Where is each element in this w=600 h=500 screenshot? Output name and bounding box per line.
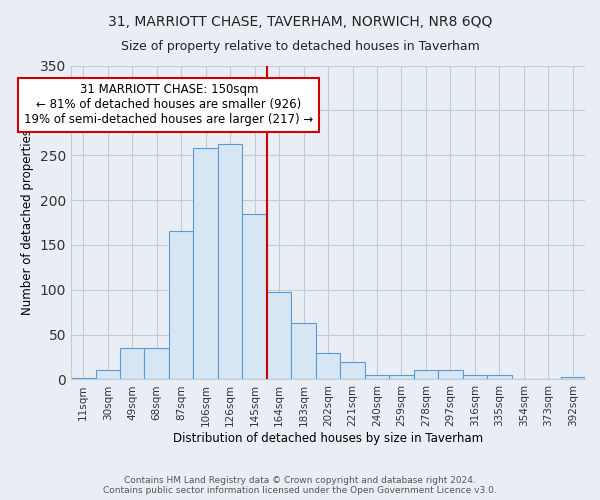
Bar — [267, 292, 292, 380]
Bar — [340, 362, 365, 380]
Bar — [218, 144, 242, 380]
Bar — [487, 375, 512, 380]
Text: Size of property relative to detached houses in Taverham: Size of property relative to detached ho… — [121, 40, 479, 53]
Bar — [365, 375, 389, 380]
Bar — [242, 214, 267, 380]
Bar — [145, 348, 169, 380]
Bar — [560, 377, 585, 380]
Text: Contains HM Land Registry data © Crown copyright and database right 2024.
Contai: Contains HM Land Registry data © Crown c… — [103, 476, 497, 495]
Bar — [120, 348, 145, 380]
Bar — [316, 352, 340, 380]
X-axis label: Distribution of detached houses by size in Taverham: Distribution of detached houses by size … — [173, 432, 483, 445]
Y-axis label: Number of detached properties: Number of detached properties — [21, 130, 34, 316]
Bar — [95, 370, 120, 380]
Text: 31, MARRIOTT CHASE, TAVERHAM, NORWICH, NR8 6QQ: 31, MARRIOTT CHASE, TAVERHAM, NORWICH, N… — [108, 15, 492, 29]
Bar — [413, 370, 438, 380]
Bar — [169, 232, 193, 380]
Bar — [438, 370, 463, 380]
Text: 31 MARRIOTT CHASE: 150sqm
← 81% of detached houses are smaller (926)
19% of semi: 31 MARRIOTT CHASE: 150sqm ← 81% of detac… — [25, 84, 314, 126]
Bar — [463, 375, 487, 380]
Bar — [292, 323, 316, 380]
Bar — [193, 148, 218, 380]
Bar — [389, 375, 413, 380]
Bar — [71, 378, 95, 380]
